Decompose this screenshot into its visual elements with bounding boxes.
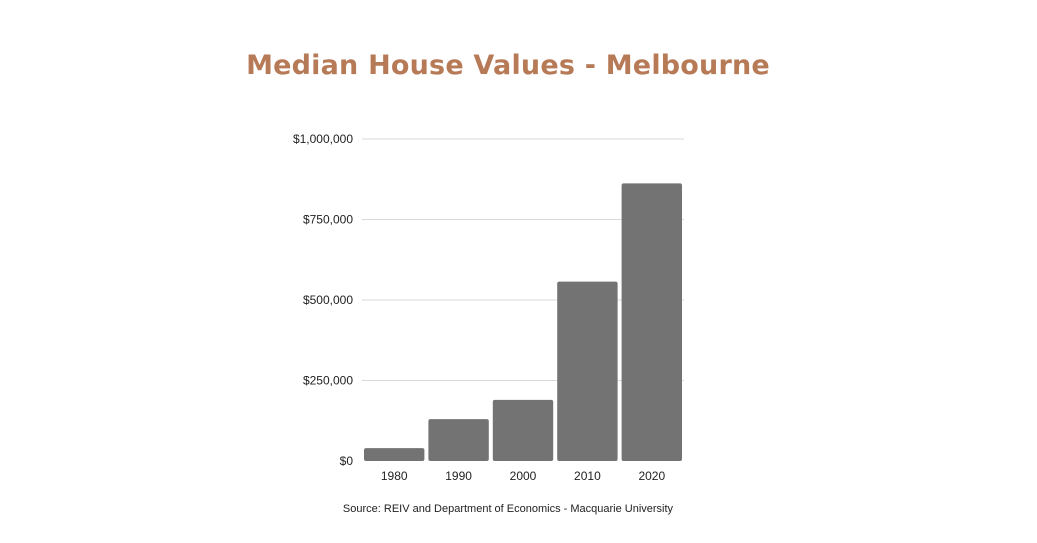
x-tick-label: 2020 — [638, 469, 665, 483]
x-tick-label: 1980 — [381, 469, 408, 483]
bar-1980 — [364, 448, 425, 461]
bar-2020 — [621, 183, 682, 461]
bar-2010 — [557, 281, 618, 461]
x-tick-label: 2010 — [574, 469, 601, 483]
y-tick-label: $0 — [340, 454, 354, 468]
chart-title: Median House Values - Melbourne — [246, 50, 770, 81]
y-tick-label: $250,000 — [303, 374, 353, 388]
x-tick-label: 1990 — [445, 469, 472, 483]
bar-2000 — [492, 399, 554, 461]
chart-source-note: Source: REIV and Department of Economics… — [342, 503, 674, 515]
bars — [364, 183, 682, 461]
x-axis-ticks: 1980 1990 2000 2010 2020 — [381, 469, 666, 483]
y-tick-label: $500,000 — [303, 293, 353, 307]
bar-1990 — [428, 419, 489, 461]
y-tick-label: $1,000,000 — [293, 132, 353, 146]
x-tick-label: 2000 — [510, 469, 537, 483]
y-tick-label: $750,000 — [303, 213, 353, 227]
y-axis-ticks: $0 $250,000 $500,000 $750,000 $1,000,000 — [293, 132, 353, 468]
